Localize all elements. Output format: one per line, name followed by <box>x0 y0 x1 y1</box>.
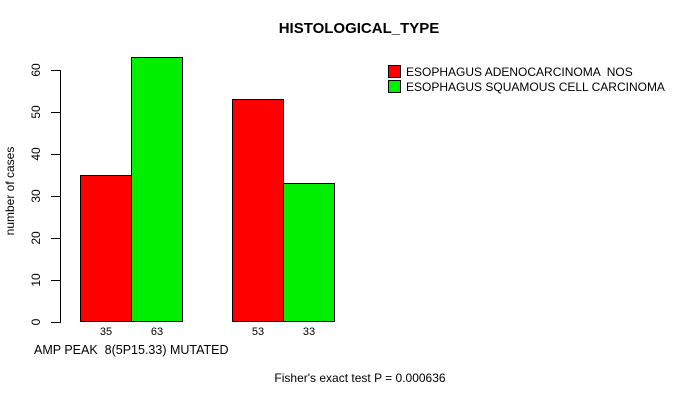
legend: ESOPHAGUS ADENOCARCINOMA NOS ESOPHAGUS SQ… <box>388 64 665 94</box>
bar-value-label: 33 <box>302 326 316 338</box>
y-axis-tick <box>51 70 60 71</box>
y-axis-line <box>60 70 61 323</box>
fisher-test-annotation: Fisher's exact test P = 0.000636 <box>274 371 446 385</box>
y-axis-tick-label: 0 <box>29 318 43 326</box>
x-axis-label: AMP PEAK 8(5P15.33) MUTATED <box>34 343 229 357</box>
chart-title: HISTOLOGICAL_TYPE <box>278 20 440 37</box>
bar-adenocarcinoma-group2 <box>232 99 284 322</box>
bar-squamous-cell-carcinoma-group1 <box>131 57 183 322</box>
y-axis-tick <box>51 112 60 113</box>
y-axis-tick <box>51 196 60 197</box>
y-axis-tick-label: 60 <box>29 63 43 77</box>
legend-swatch-icon <box>388 80 401 93</box>
y-axis-tick-label: 40 <box>29 147 43 161</box>
y-axis-tick <box>51 154 60 155</box>
y-axis-tick <box>51 280 60 281</box>
y-axis-tick-label: 30 <box>29 189 43 203</box>
legend-label: ESOPHAGUS ADENOCARCINOMA NOS <box>406 64 633 79</box>
bar-value-label: 35 <box>99 326 113 338</box>
legend-item-adenocarcinoma: ESOPHAGUS ADENOCARCINOMA NOS <box>388 64 665 79</box>
y-axis-tick <box>51 322 60 323</box>
bar-squamous-cell-carcinoma-group2 <box>283 183 335 322</box>
y-axis-tick-label: 50 <box>29 105 43 119</box>
bar-adenocarcinoma-group1 <box>80 175 132 322</box>
legend-item-squamous-cell-carcinoma: ESOPHAGUS SQUAMOUS CELL CARCINOMA <box>388 79 665 94</box>
legend-label: ESOPHAGUS SQUAMOUS CELL CARCINOMA <box>406 79 665 94</box>
y-axis-tick-label: 20 <box>29 231 43 245</box>
y-axis-tick-label: 10 <box>29 273 43 287</box>
bar-value-label: 53 <box>251 326 265 338</box>
y-axis-tick <box>51 238 60 239</box>
legend-swatch-icon <box>388 65 401 78</box>
y-axis-title: number of cases <box>3 146 17 236</box>
bar-value-label: 63 <box>150 326 164 338</box>
